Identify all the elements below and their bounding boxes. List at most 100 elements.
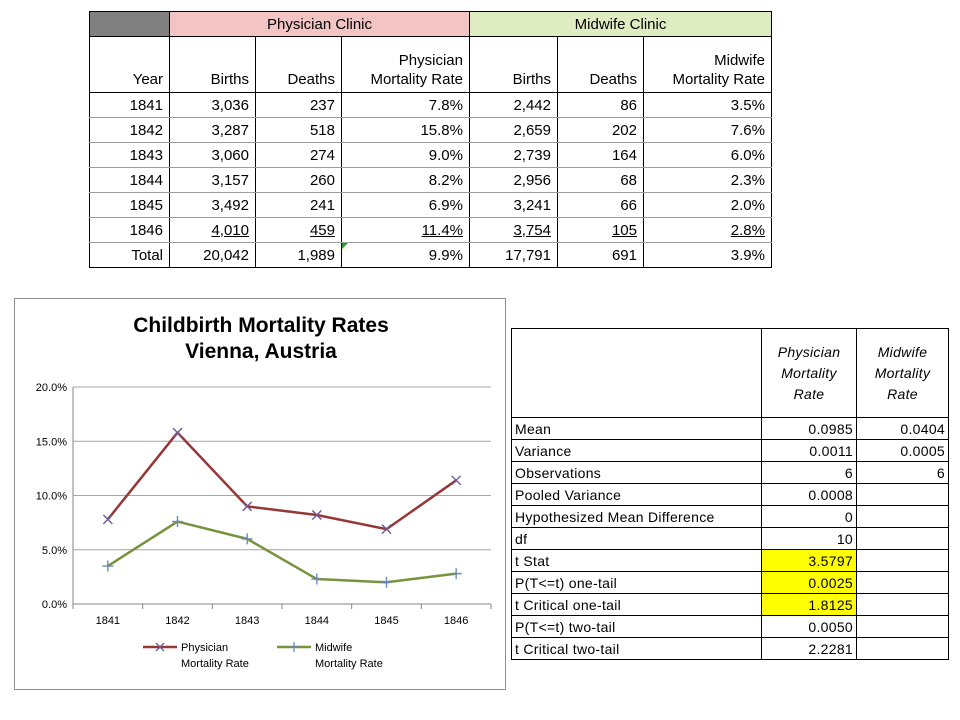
cell-physician-rate[interactable]: 15.8% <box>341 117 470 143</box>
ttest-label[interactable]: Variance <box>511 439 762 462</box>
cell-physician-rate[interactable]: 6.9% <box>341 192 470 218</box>
total-physician-births[interactable]: 20,042 <box>169 242 256 268</box>
cell-physician-births[interactable]: 3,036 <box>169 92 256 118</box>
total-midwife-deaths[interactable]: 691 <box>557 242 644 268</box>
ttest-header-physician[interactable]: Physician Mortality Rate <box>761 328 857 418</box>
ttest-midwife-value[interactable] <box>856 527 949 550</box>
header-midwife-deaths[interactable]: Deaths <box>557 36 644 93</box>
cell-midwife-rate[interactable]: 7.6% <box>643 117 772 143</box>
total-physician-deaths[interactable]: 1,989 <box>255 242 342 268</box>
cell-year[interactable]: 1841 <box>89 92 170 118</box>
cell-midwife-deaths[interactable]: 66 <box>557 192 644 218</box>
ttest-label[interactable]: t Critical two-tail <box>511 637 762 660</box>
data-point-marker <box>102 560 114 572</box>
cell-physician-deaths[interactable]: 260 <box>255 167 342 193</box>
cell-midwife-births[interactable]: 2,659 <box>469 117 558 143</box>
ttest-label[interactable]: t Critical one-tail <box>511 593 762 616</box>
ttest-midwife-value[interactable]: 0.0005 <box>856 439 949 462</box>
ttest-midwife-value[interactable] <box>856 593 949 616</box>
group-midwife-clinic[interactable]: Midwife Clinic <box>469 11 772 37</box>
ttest-midwife-value[interactable]: 6 <box>856 461 949 484</box>
cell-year[interactable]: 1845 <box>89 192 170 218</box>
ttest-midwife-value[interactable] <box>856 615 949 638</box>
ttest-label[interactable]: t Stat <box>511 549 762 572</box>
ttest-table: Physician Mortality Rate Midwife Mortali… <box>511 328 949 660</box>
ttest-midwife-value[interactable]: 0.0404 <box>856 417 949 440</box>
cell-midwife-rate[interactable]: 2.0% <box>643 192 772 218</box>
cell-physician-deaths[interactable]: 274 <box>255 142 342 168</box>
cell-midwife-births[interactable]: 2,442 <box>469 92 558 118</box>
cell-midwife-deaths[interactable]: 164 <box>557 142 644 168</box>
ttest-physician-value[interactable]: 0.0011 <box>761 439 857 462</box>
cell-midwife-rate[interactable]: 6.0% <box>643 142 772 168</box>
ttest-physician-value[interactable]: 10 <box>761 527 857 550</box>
cell-midwife-rate[interactable]: 3.5% <box>643 92 772 118</box>
cell-physician-births[interactable]: 3,157 <box>169 167 256 193</box>
cell-physician-rate[interactable]: 7.8% <box>341 92 470 118</box>
group-physician-clinic[interactable]: Physician Clinic <box>169 11 470 37</box>
data-point-marker <box>311 510 322 521</box>
ttest-label[interactable]: P(T<=t) one-tail <box>511 571 762 594</box>
ttest-midwife-value[interactable] <box>856 571 949 594</box>
cell-physician-births[interactable]: 4,010 <box>169 217 256 243</box>
ttest-physician-value[interactable]: 6 <box>761 461 857 484</box>
ttest-label[interactable]: df <box>511 527 762 550</box>
ttest-physician-value[interactable]: 2.2281 <box>761 637 857 660</box>
mortality-chart[interactable]: Childbirth Mortality Rates Vienna, Austri… <box>14 298 506 690</box>
cell-year[interactable]: 1844 <box>89 167 170 193</box>
cell-midwife-births[interactable]: 3,241 <box>469 192 558 218</box>
ttest-label[interactable]: Hypothesized Mean Difference <box>511 505 762 528</box>
cell-year[interactable]: 1843 <box>89 142 170 168</box>
cell-physician-deaths[interactable]: 459 <box>255 217 342 243</box>
header-midwife-births[interactable]: Births <box>469 36 558 93</box>
cell-physician-deaths[interactable]: 518 <box>255 117 342 143</box>
header-midwife-rate[interactable]: Midwife Mortality Rate <box>643 36 772 93</box>
ttest-midwife-value[interactable] <box>856 549 949 572</box>
ttest-header-midwife[interactable]: Midwife Mortality Rate <box>856 328 949 418</box>
table-row: 1846 4,010 459 11.4% 3,754 105 2.8% <box>89 217 772 243</box>
header-physician-rate[interactable]: Physician Mortality Rate <box>341 36 470 93</box>
cell-physician-rate[interactable]: 8.2% <box>341 167 470 193</box>
cell-midwife-deaths[interactable]: 105 <box>557 217 644 243</box>
header-year[interactable]: Year <box>89 36 170 93</box>
ttest-physician-value[interactable]: 0 <box>761 505 857 528</box>
cell-midwife-rate[interactable]: 2.3% <box>643 167 772 193</box>
ttest-physician-value[interactable]: 0.0025 <box>761 571 857 594</box>
total-midwife-rate[interactable]: 3.9% <box>643 242 772 268</box>
cell-midwife-deaths[interactable]: 68 <box>557 167 644 193</box>
ttest-midwife-value[interactable] <box>856 483 949 506</box>
cell-physician-births[interactable]: 3,492 <box>169 192 256 218</box>
corner-cell[interactable] <box>89 11 170 37</box>
cell-physician-deaths[interactable]: 241 <box>255 192 342 218</box>
ttest-physician-value[interactable]: 3.5797 <box>761 549 857 572</box>
cell-physician-births[interactable]: 3,287 <box>169 117 256 143</box>
total-midwife-births[interactable]: 17,791 <box>469 242 558 268</box>
cell-midwife-births[interactable]: 2,956 <box>469 167 558 193</box>
ttest-midwife-value[interactable] <box>856 637 949 660</box>
ttest-physician-value[interactable]: 0.0050 <box>761 615 857 638</box>
cell-midwife-births[interactable]: 2,739 <box>469 142 558 168</box>
cell-physician-rate[interactable]: 9.0% <box>341 142 470 168</box>
ttest-physician-value[interactable]: 0.0985 <box>761 417 857 440</box>
cell-year[interactable]: 1846 <box>89 217 170 243</box>
cell-midwife-rate[interactable]: 2.8% <box>643 217 772 243</box>
ttest-label[interactable]: Mean <box>511 417 762 440</box>
cell-physician-deaths[interactable]: 237 <box>255 92 342 118</box>
ttest-label[interactable]: P(T<=t) two-tail <box>511 615 762 638</box>
cell-midwife-births[interactable]: 3,754 <box>469 217 558 243</box>
total-year[interactable]: Total <box>89 242 170 268</box>
total-physician-rate[interactable]: 9.9% <box>341 242 470 268</box>
header-physician-births[interactable]: Births <box>169 36 256 93</box>
ttest-label[interactable]: Observations <box>511 461 762 484</box>
header-physician-deaths[interactable]: Deaths <box>255 36 342 93</box>
cell-physician-rate[interactable]: 11.4% <box>341 217 470 243</box>
cell-year[interactable]: 1842 <box>89 117 170 143</box>
ttest-physician-value[interactable]: 1.8125 <box>761 593 857 616</box>
ttest-midwife-value[interactable] <box>856 505 949 528</box>
cell-midwife-deaths[interactable]: 202 <box>557 117 644 143</box>
ttest-physician-value[interactable]: 0.0008 <box>761 483 857 506</box>
cell-midwife-deaths[interactable]: 86 <box>557 92 644 118</box>
ttest-header-blank[interactable] <box>511 328 762 418</box>
cell-physician-births[interactable]: 3,060 <box>169 142 256 168</box>
ttest-label[interactable]: Pooled Variance <box>511 483 762 506</box>
